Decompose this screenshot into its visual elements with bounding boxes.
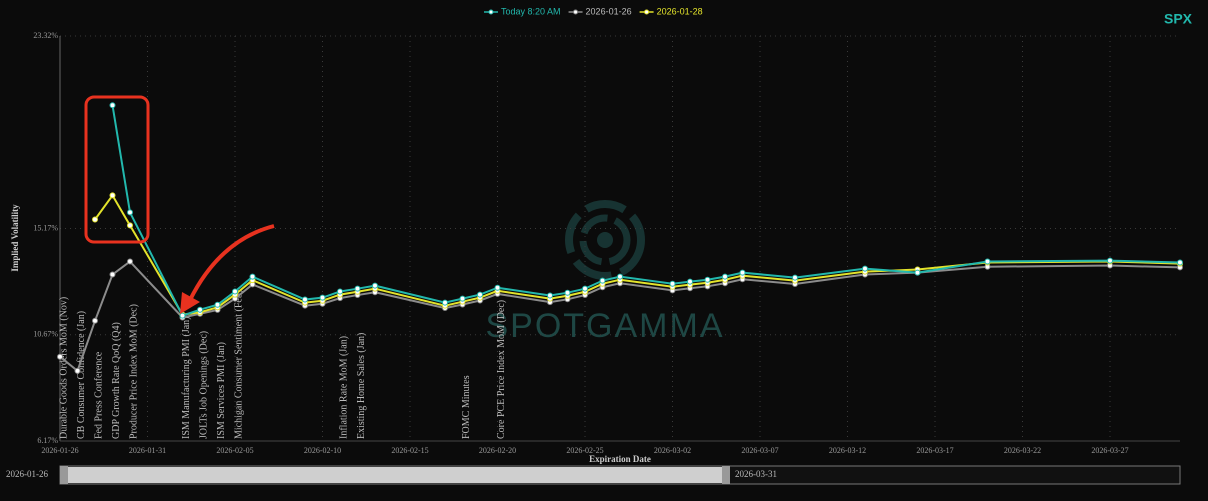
event-label: Fed Press Conference bbox=[93, 351, 104, 439]
data-point bbox=[249, 273, 256, 280]
data-point bbox=[442, 299, 448, 306]
slider-start-label: 2026-01-26 bbox=[6, 469, 48, 479]
data-point bbox=[494, 284, 501, 291]
event-label: Inflation Rate MoM (Jan) bbox=[338, 336, 349, 439]
data-point bbox=[722, 273, 728, 280]
data-point bbox=[914, 269, 921, 276]
data-point bbox=[704, 276, 711, 283]
event-label: Core PCE Price Index MoM (Dec) bbox=[496, 300, 507, 439]
x-tick-label: 2026-01-31 bbox=[129, 446, 166, 455]
data-point bbox=[127, 209, 133, 216]
event-label: GDP Growth Rate QoQ (Q4) bbox=[111, 322, 122, 439]
data-point bbox=[337, 288, 343, 295]
data-point bbox=[862, 265, 868, 272]
y-tick-label: 15.17% bbox=[33, 223, 58, 232]
data-point bbox=[232, 288, 238, 295]
data-point bbox=[687, 278, 693, 285]
data-point bbox=[564, 289, 571, 296]
event-label: JOLTs Job Openings (Dec) bbox=[198, 331, 209, 439]
x-tick-label: 2026-02-20 bbox=[479, 446, 516, 455]
event-label: Producer Price Index MoM (Dec) bbox=[128, 304, 139, 439]
x-tick-label: 2026-03-17 bbox=[916, 446, 953, 455]
x-tick-label: 2026-03-27 bbox=[1091, 446, 1128, 455]
x-tick-label: 2026-02-25 bbox=[566, 446, 603, 455]
legend: Today 8:20 AM 2026-01-26 2026-01-28 bbox=[484, 6, 703, 16]
plot-area bbox=[57, 102, 1183, 374]
x-tick-label: 2026-02-05 bbox=[216, 446, 253, 455]
event-label: Durable Goods Orders MoM (Nov) bbox=[58, 297, 69, 439]
legend-label: Today 8:20 AM bbox=[501, 6, 561, 16]
data-point bbox=[302, 296, 308, 303]
data-point bbox=[109, 271, 116, 278]
x-tick-label: 2026-03-07 bbox=[741, 446, 778, 455]
x-tick-label: 2026-01-26 bbox=[41, 446, 78, 455]
x-tick-label: 2026-03-22 bbox=[1004, 446, 1041, 455]
slider-handle[interactable] bbox=[60, 466, 68, 484]
data-point bbox=[617, 273, 623, 280]
y-tick-label: 23.32% bbox=[33, 31, 58, 40]
event-label: CB Consumer Confidence (Jan) bbox=[76, 311, 87, 439]
data-point bbox=[57, 353, 63, 360]
data-point bbox=[109, 192, 116, 199]
data-point bbox=[739, 269, 746, 276]
data-point bbox=[92, 317, 98, 324]
legend-label: 2026-01-28 bbox=[657, 6, 703, 16]
data-point bbox=[319, 294, 326, 301]
x-tick-label: 2026-03-12 bbox=[829, 446, 866, 455]
arrow bbox=[188, 224, 275, 301]
series-line bbox=[111, 105, 1181, 317]
slider-end-label: 2026-03-31 bbox=[735, 469, 777, 479]
x-tick-label: 2026-02-10 bbox=[304, 446, 341, 455]
y-axis-title: Implied Volatility bbox=[10, 204, 20, 272]
data-point bbox=[599, 277, 606, 284]
data-point bbox=[1107, 257, 1113, 264]
data-point bbox=[92, 216, 98, 223]
highlight-box bbox=[84, 95, 150, 244]
data-point bbox=[459, 295, 466, 302]
data-point bbox=[547, 292, 553, 299]
data-point bbox=[1177, 259, 1183, 266]
x-axis-title: Expiration Date bbox=[589, 454, 651, 464]
data-point bbox=[354, 285, 361, 292]
data-point bbox=[669, 280, 676, 287]
legend-marker bbox=[488, 9, 494, 15]
data-point bbox=[372, 282, 378, 289]
data-point bbox=[127, 222, 133, 229]
legend-marker bbox=[644, 9, 650, 15]
y-tick-label: 6.17% bbox=[37, 436, 58, 445]
arrow-head bbox=[180, 292, 200, 314]
data-point bbox=[984, 258, 991, 265]
data-point bbox=[109, 102, 116, 109]
slider-selection[interactable] bbox=[66, 467, 726, 483]
watermark: SPOTGAMMA bbox=[485, 307, 724, 345]
legend-marker bbox=[573, 9, 579, 15]
event-label: ISM Services PMI (Jan) bbox=[216, 342, 227, 439]
data-point bbox=[197, 306, 203, 313]
data-point bbox=[792, 274, 798, 281]
data-point bbox=[74, 367, 81, 374]
symbol: SPX bbox=[1164, 11, 1193, 27]
watermark-logo bbox=[565, 200, 645, 280]
range-slider[interactable]: 2026-01-26 2026-03-31 bbox=[6, 465, 1181, 485]
event-label: ISM Manufacturing PMI (Jan) bbox=[181, 317, 192, 439]
event-label: Michigan Consumer Sentiment (Feb) bbox=[233, 290, 244, 439]
data-point bbox=[179, 312, 186, 319]
annotations: Durable Goods Orders MoM (Nov) CB Consume… bbox=[58, 290, 507, 439]
data-point bbox=[214, 301, 221, 308]
data-point bbox=[477, 291, 483, 298]
data-point bbox=[127, 258, 133, 265]
x-tick-label: 2026-02-15 bbox=[391, 446, 428, 455]
slider-handle[interactable] bbox=[722, 466, 730, 484]
event-label: FOMC Minutes bbox=[461, 375, 472, 439]
event-label: Existing Home Sales (Jan) bbox=[356, 333, 367, 439]
data-point bbox=[582, 285, 588, 292]
legend-label: 2026-01-26 bbox=[586, 6, 632, 16]
x-tick-label: 2026-03-02 bbox=[654, 446, 691, 455]
y-tick-label: 10.67% bbox=[33, 330, 58, 339]
